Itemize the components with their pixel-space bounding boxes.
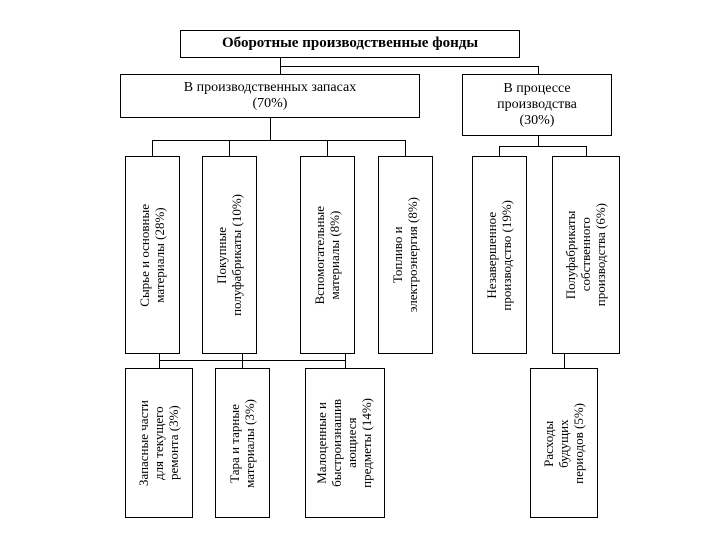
category-node-label: В производственных запасах (70%) <box>184 80 356 112</box>
connector-line <box>242 360 243 368</box>
leaf-node-label: Сырье и основные материалы (28%) <box>138 204 168 307</box>
connector-line <box>159 360 345 361</box>
connector-line <box>280 66 538 67</box>
connector-line <box>538 136 539 146</box>
leaf-node-label: Запасные части для текущего ремонта (3%) <box>137 400 182 486</box>
leaf-node-row2-1: Тара и тарные материалы (3%) <box>215 368 270 518</box>
root-node: Оборотные производственные фонды <box>180 30 520 58</box>
leaf-node-row2-0: Запасные части для текущего ремонта (3%) <box>125 368 193 518</box>
connector-line <box>538 66 539 74</box>
leaf-node-row1-1: Покупные полуфабрикаты (10%) <box>202 156 257 354</box>
leaf-node-row1-0: Сырье и основные материалы (28%) <box>125 156 180 354</box>
leaf-node-row1-4: Незавершенное производство (19%) <box>472 156 527 354</box>
leaf-node-label: Малоценные и быстроизнашив ающиеся предм… <box>315 398 375 488</box>
category-node-stocks: В производственных запасах (70%) <box>120 74 420 118</box>
leaf-node-row1-3: Топливо и электроэнергия (8%) <box>378 156 433 354</box>
leaf-node-label: Незавершенное производство (19%) <box>485 200 515 311</box>
leaf-node-label: Полуфабрикаты собственного производства … <box>564 203 609 306</box>
leaf-node-label: Топливо и электроэнергия (8%) <box>391 197 421 312</box>
connector-line <box>152 140 153 156</box>
connector-line <box>152 140 405 141</box>
leaf-node-row2-2: Малоценные и быстроизнашив ающиеся предм… <box>305 368 385 518</box>
connector-line <box>586 146 587 156</box>
connector-line <box>229 140 230 156</box>
connector-line <box>405 140 406 156</box>
leaf-node-row2-3: Расходы будущих периодов (5%) <box>530 368 598 518</box>
connector-line <box>499 146 586 147</box>
connector-line <box>564 354 565 368</box>
connector-line <box>159 360 160 368</box>
leaf-node-row1-2: Вспомогательные материалы (8%) <box>300 156 355 354</box>
leaf-node-label: Вспомогательные материалы (8%) <box>313 206 343 304</box>
connector-line <box>345 360 346 368</box>
leaf-node-label: Расходы будущих периодов (5%) <box>542 403 587 484</box>
leaf-node-row1-5: Полуфабрикаты собственного производства … <box>552 156 620 354</box>
connector-line <box>499 146 500 156</box>
leaf-node-label: Тара и тарные материалы (3%) <box>228 399 258 488</box>
category-node-process: В процессе производства (30%) <box>462 74 612 136</box>
category-node-label: В процессе производства (30%) <box>497 81 577 129</box>
connector-line <box>270 118 271 140</box>
leaf-node-label: Покупные полуфабрикаты (10%) <box>215 194 245 316</box>
connector-line <box>327 140 328 156</box>
root-node-label: Оборотные производственные фонды <box>222 35 478 52</box>
